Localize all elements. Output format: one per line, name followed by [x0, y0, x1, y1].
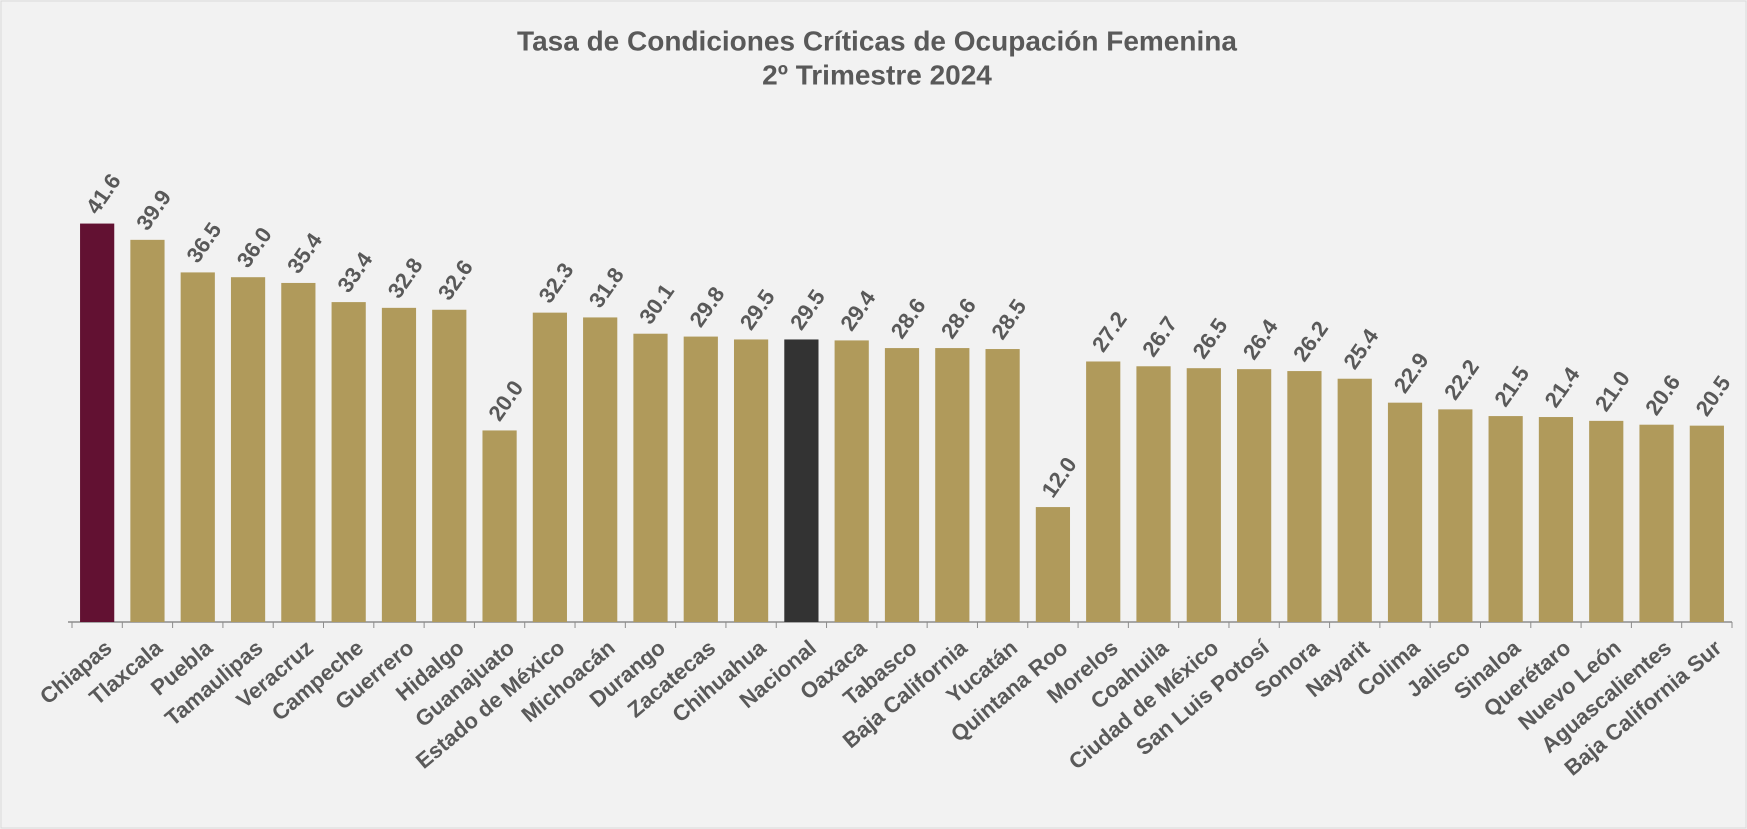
- bar: [1488, 416, 1523, 622]
- bar: [1035, 507, 1071, 622]
- bar: [1337, 378, 1372, 622]
- bar: [935, 348, 970, 622]
- bar: [834, 340, 869, 622]
- bar: [331, 302, 366, 622]
- bar: [583, 317, 618, 622]
- bar: [683, 336, 718, 622]
- bar: [230, 277, 266, 622]
- bar: [482, 430, 517, 622]
- bar: [1689, 425, 1724, 622]
- bar: [130, 239, 165, 622]
- bar: [1639, 424, 1674, 622]
- bar: [80, 223, 115, 622]
- bar: [532, 312, 567, 622]
- bar: [733, 339, 769, 622]
- bar: [432, 309, 467, 622]
- bar: [281, 282, 316, 622]
- bar: [1538, 417, 1574, 622]
- chart-subtitle: 2º Trimestre 2024: [762, 59, 992, 90]
- bar: [784, 339, 819, 622]
- bar: [1086, 361, 1121, 622]
- bar: [1438, 409, 1473, 622]
- bar: [1287, 371, 1322, 622]
- bar: [1237, 369, 1272, 622]
- bar: [381, 307, 417, 622]
- bar: [180, 272, 215, 622]
- bar: [633, 333, 668, 622]
- bar: [1387, 402, 1423, 622]
- bar: [985, 349, 1020, 622]
- bar: [1136, 366, 1171, 622]
- chart-title: Tasa de Condiciones Críticas de Ocupació…: [517, 25, 1237, 56]
- bar: [1589, 420, 1624, 622]
- bar: [1186, 368, 1221, 622]
- bar: [884, 348, 920, 622]
